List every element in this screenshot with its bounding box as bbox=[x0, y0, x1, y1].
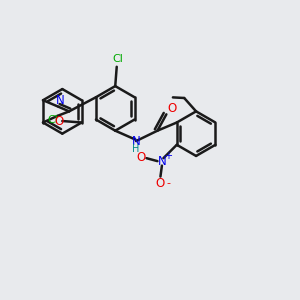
Text: H: H bbox=[132, 143, 139, 154]
Text: O: O bbox=[136, 151, 146, 164]
Text: O: O bbox=[156, 177, 165, 190]
Text: O: O bbox=[54, 116, 63, 128]
Text: Cl: Cl bbox=[112, 54, 123, 64]
Text: N: N bbox=[158, 154, 166, 168]
Text: -: - bbox=[167, 178, 171, 188]
Text: N: N bbox=[56, 94, 64, 107]
Text: N: N bbox=[132, 135, 140, 148]
Text: Cl: Cl bbox=[47, 116, 58, 125]
Text: O: O bbox=[167, 103, 176, 116]
Text: +: + bbox=[164, 151, 172, 161]
